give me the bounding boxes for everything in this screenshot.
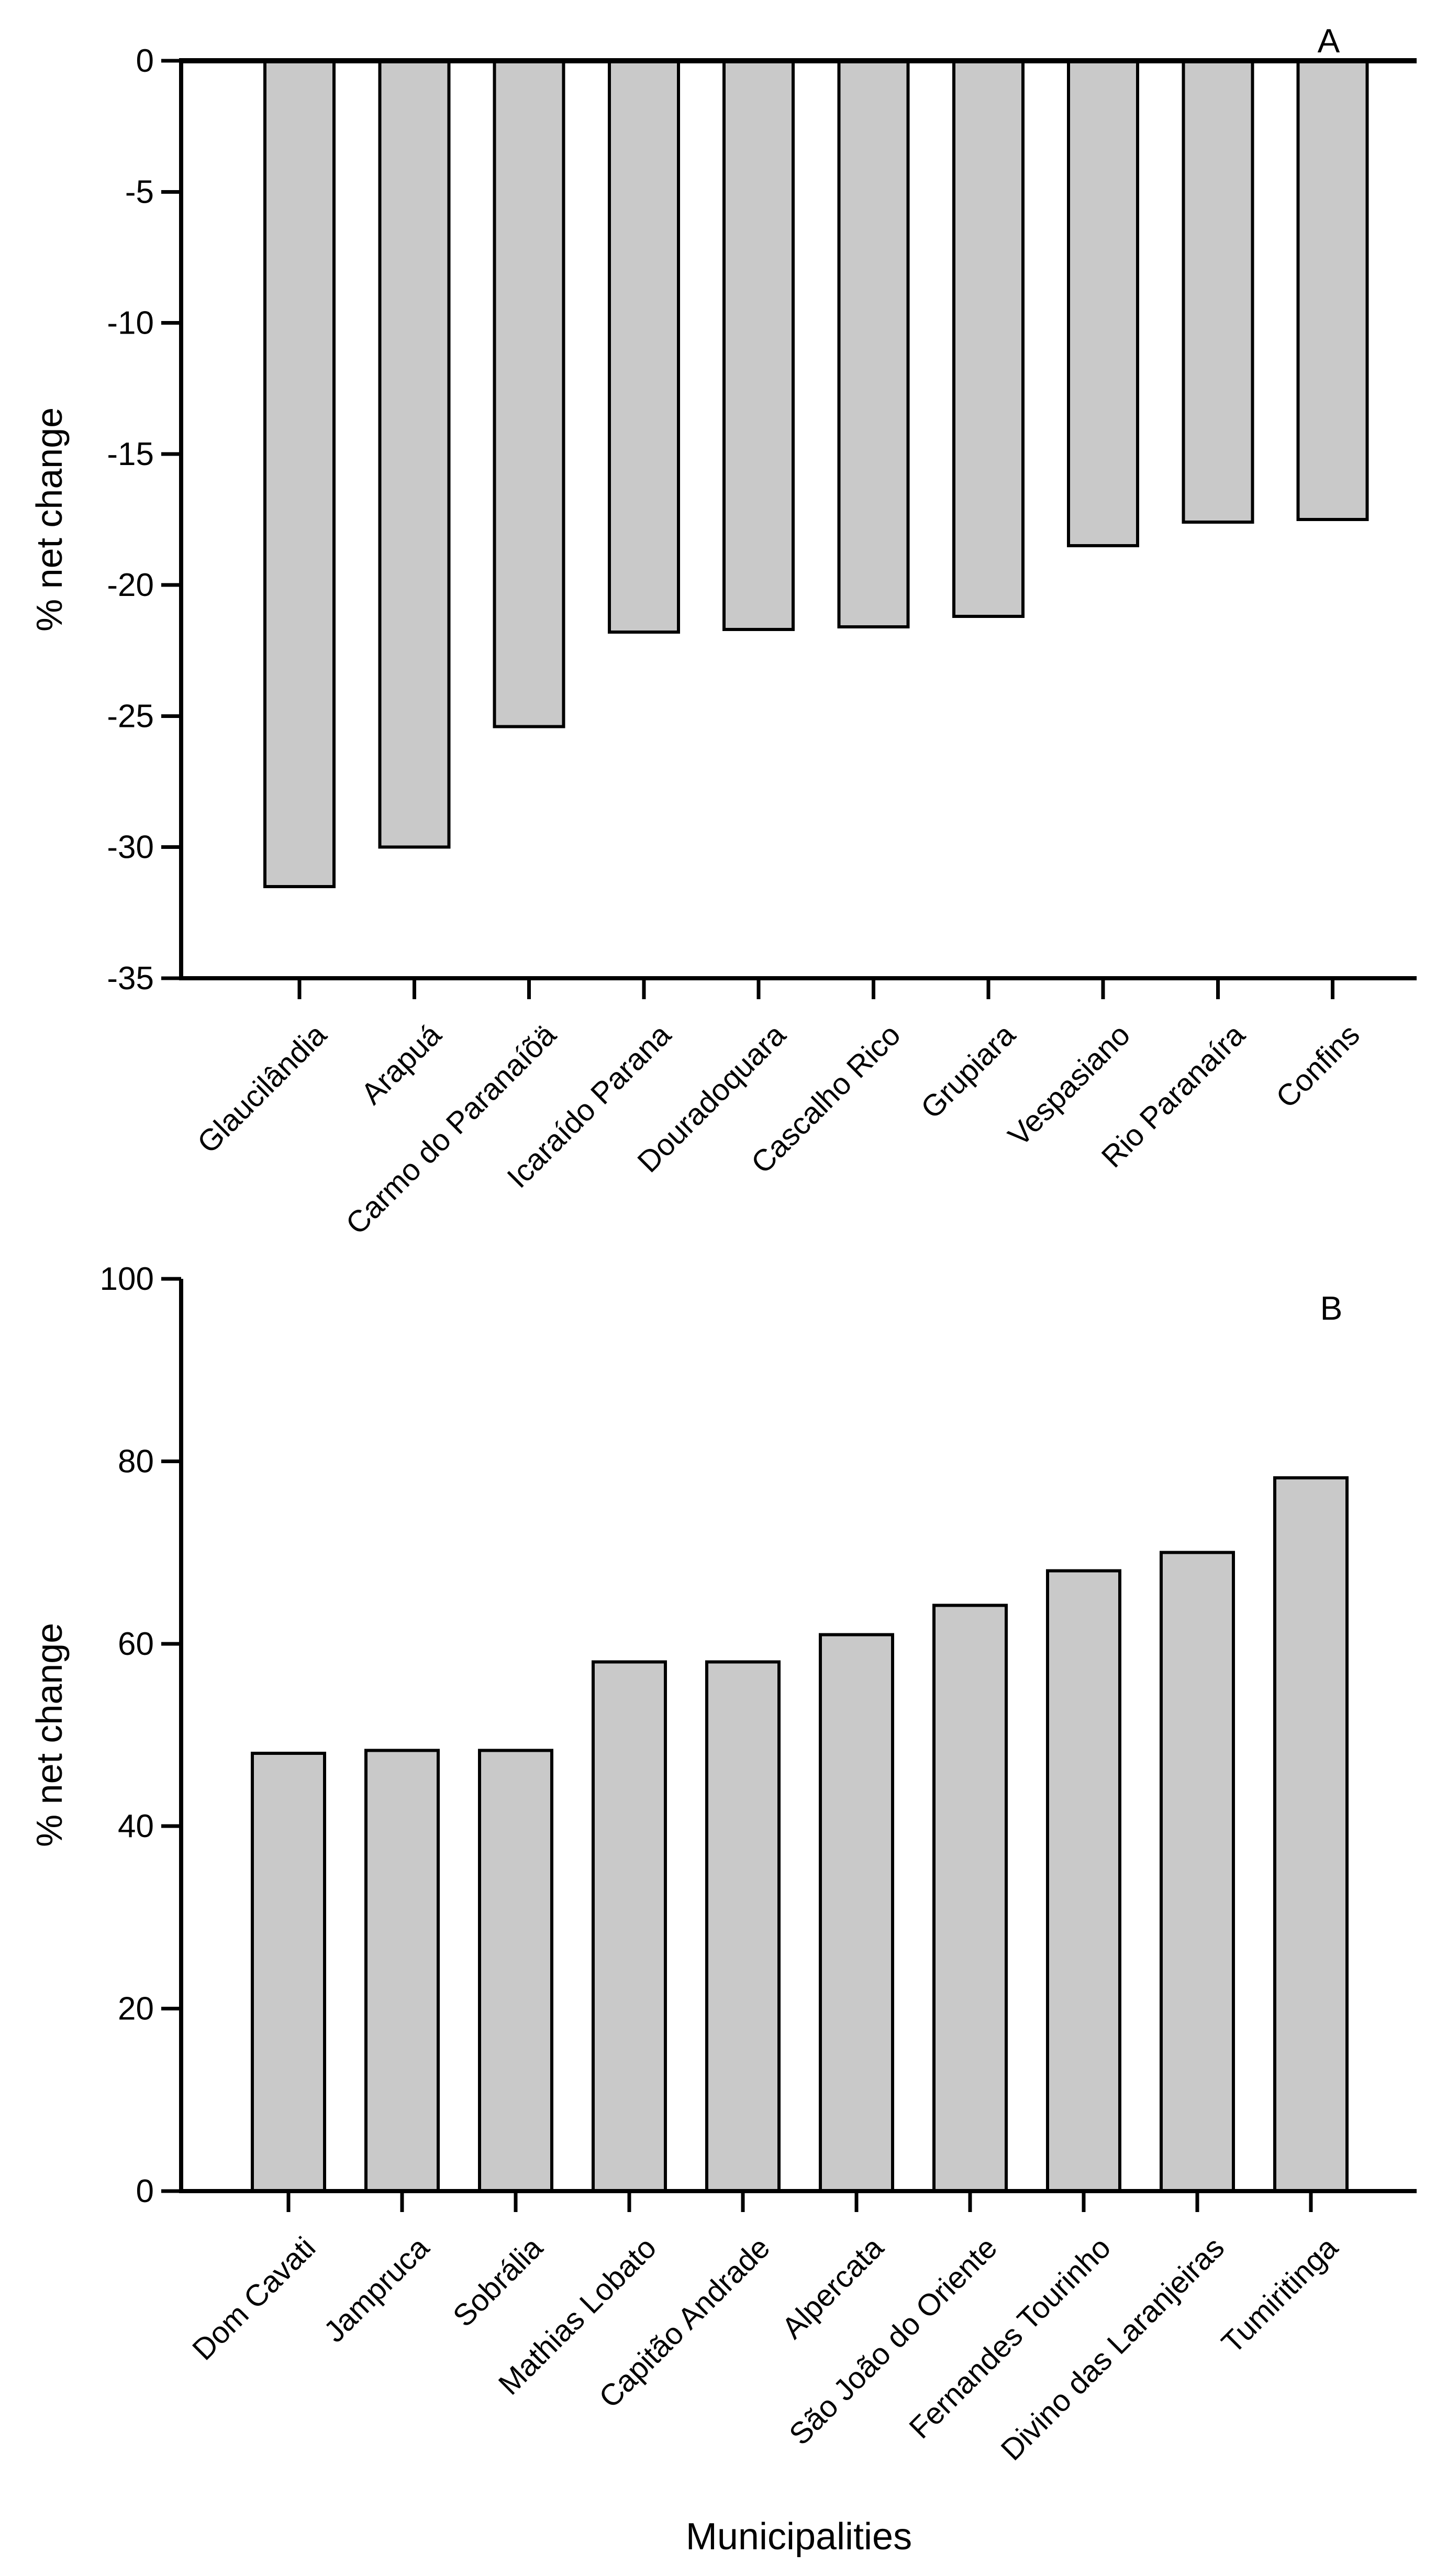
y-axis-tick-label: -10 [107,305,154,341]
y-axis-label: % net change [29,1623,70,1847]
y-axis-tick-label: 0 [136,2173,154,2209]
category-tick-label: Glaucilândia [191,1018,333,1160]
panel-letter: A [1318,22,1340,60]
category-tick-label: Sobrália [447,2230,550,2334]
y-axis-tick-label: -15 [107,436,154,472]
y-axis-tick-label: 80 [118,1443,154,1479]
category-tick-label: Tumiritinga [1215,2230,1345,2360]
category-tick-label: Jampruca [317,2230,436,2349]
bar [364,1749,440,2193]
y-axis-tick-label: -5 [125,174,154,210]
y-axis-tick-label: -25 [107,698,154,734]
category-tick-label: Alpercata [775,2230,891,2346]
bar [493,59,565,728]
y-axis-label: % net change [29,407,70,632]
y-axis-tick-label: -30 [107,830,154,866]
y-axis-tick-label: 40 [118,1808,154,1844]
category-tick-label: Grupiara [914,1018,1022,1125]
bar [378,59,451,849]
bar [1046,1569,1121,2193]
category-tick-label: Arapuá [354,1018,448,1111]
bar [1273,1476,1349,2193]
bar [1067,59,1140,548]
category-tick-label: Divino das Laranjeiras [994,2230,1231,2467]
panel-letter: B [1320,1289,1343,1327]
bar [819,1633,894,2193]
category-tick-label: Confins [1270,1018,1366,1114]
bar [592,1660,667,2193]
bar [932,1604,1008,2193]
bar [952,59,1025,618]
y-axis-tick-label: -35 [107,960,154,997]
category-tick-label: Carmo do Paranaíõä [339,1018,563,1241]
category-tick-label: Fernandes Tourinho [903,2230,1117,2445]
bar [607,59,680,634]
y-axis-tick-label: 20 [118,1991,154,2027]
y-axis-tick-label: 100 [100,1261,154,1297]
bar [251,1751,326,2193]
category-tick-label: Dom Cavati [186,2230,322,2367]
x-axis-label: Municipalities [686,2516,912,2558]
y-axis-tick-label: -20 [107,567,154,603]
bar [722,59,795,632]
bar [705,1660,781,2193]
y-axis-tick-label: 0 [136,43,154,79]
bar [837,59,910,629]
bar [1160,1551,1235,2193]
bar [1182,59,1254,524]
bar [263,59,336,888]
category-tick-label: São João do Oriente [783,2230,1004,2451]
y-axis-tick-label: 60 [118,1626,154,1662]
bar [1296,59,1369,521]
bar [478,1749,553,2193]
